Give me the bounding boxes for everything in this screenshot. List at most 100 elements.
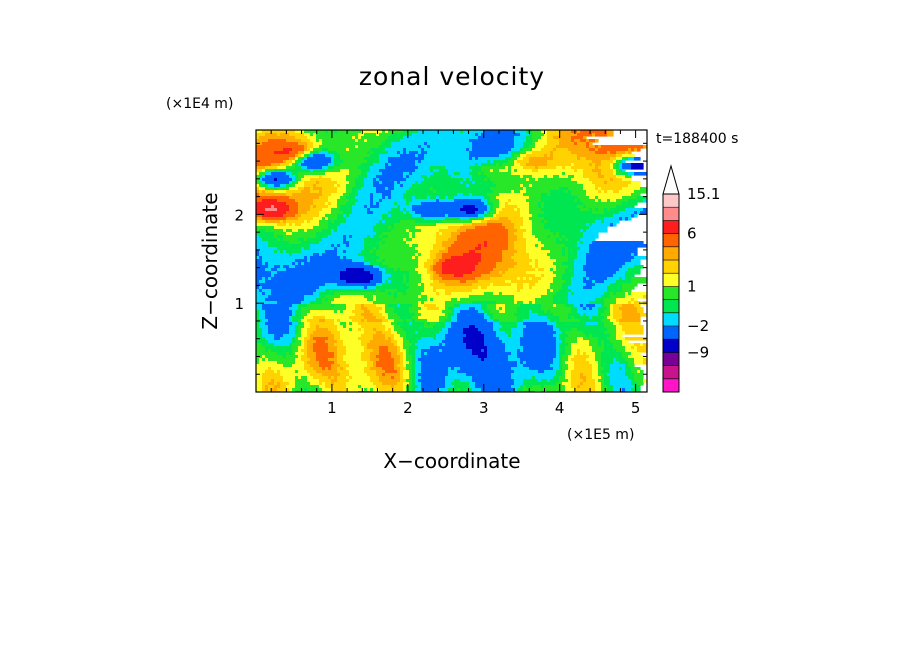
contour-cell — [316, 358, 329, 362]
contour-cell — [331, 160, 335, 164]
contour-cell — [514, 154, 521, 158]
contour-cell — [571, 283, 587, 287]
contour-cell — [595, 133, 608, 137]
contour-cell — [334, 355, 338, 359]
contour-cell — [574, 304, 581, 308]
contour-cell — [589, 301, 605, 305]
contour-cell — [355, 313, 362, 317]
contour-cell — [415, 181, 419, 185]
contour-cell — [577, 169, 584, 173]
contour-cell — [544, 226, 590, 230]
contour-cell — [256, 175, 260, 179]
contour-cell — [334, 154, 341, 158]
contour-cell — [364, 310, 371, 314]
contour-cell — [316, 370, 338, 374]
colorbar-tick-label: 6 — [687, 225, 697, 243]
contour-cell — [463, 331, 482, 335]
contour-cell — [547, 163, 572, 167]
contour-cell — [613, 385, 635, 389]
contour-cell — [424, 217, 446, 221]
contour-cell — [316, 136, 353, 140]
contour-cell — [424, 352, 428, 356]
contour-cell — [256, 370, 266, 374]
contour-cell — [415, 163, 476, 167]
contour-cell — [580, 373, 584, 377]
contour-cell — [610, 292, 614, 296]
contour-cell — [511, 352, 518, 356]
contour-cell — [493, 181, 578, 185]
contour-cell — [589, 244, 647, 248]
contour-cell — [553, 325, 557, 329]
contour-cell — [502, 253, 515, 257]
contour-cell — [454, 241, 485, 245]
contour-cell — [421, 355, 479, 359]
contour-cell — [457, 298, 461, 302]
contour-cell — [304, 256, 308, 260]
contour-cell — [367, 172, 383, 176]
contour-cell — [559, 364, 563, 368]
contour-cell — [382, 280, 386, 284]
contour-cell — [535, 166, 539, 170]
contour-cell — [448, 331, 464, 335]
contour-cell — [274, 151, 290, 155]
contour-cell — [343, 241, 350, 245]
contour-cell — [535, 301, 554, 305]
contour-cell — [400, 355, 404, 359]
contour-cell — [421, 301, 425, 305]
contour-cell — [502, 292, 548, 296]
contour-cell — [625, 262, 641, 266]
contour-cell — [259, 250, 275, 254]
contour-cell — [358, 145, 380, 149]
contour-cell — [337, 328, 350, 332]
contour-cell — [496, 304, 506, 308]
contour-cell — [577, 310, 599, 314]
contour-cell — [430, 322, 437, 326]
contour-cell — [553, 328, 560, 332]
contour-cell — [619, 268, 629, 272]
contour-cell — [349, 169, 362, 173]
contour-cell — [388, 280, 392, 284]
contour-cell — [571, 151, 596, 155]
contour-cell — [268, 265, 275, 269]
colorbar-segment — [663, 273, 679, 287]
contour-cell — [403, 292, 407, 296]
contour-cell — [283, 265, 290, 269]
contour-cell — [538, 262, 554, 266]
contour-cell — [394, 361, 401, 365]
contour-cell — [436, 190, 494, 194]
contour-cell — [313, 202, 326, 206]
contour-cell — [352, 208, 368, 212]
contour-cell — [610, 163, 614, 167]
contour-cell — [625, 388, 632, 392]
contour-cell — [529, 211, 545, 215]
contour-cell — [640, 343, 644, 347]
contour-cell — [475, 382, 515, 386]
contour-cell — [451, 235, 458, 239]
contour-cell — [547, 253, 563, 257]
contour-cell — [403, 376, 410, 380]
contour-cell — [364, 244, 380, 248]
contour-cell — [442, 328, 449, 332]
contour-cell — [376, 202, 380, 206]
contour-cell — [424, 262, 434, 266]
contour-cell — [313, 337, 329, 341]
contour-cell — [568, 367, 575, 371]
contour-cell — [553, 268, 557, 272]
contour-cell — [256, 247, 278, 251]
contour-cell — [631, 253, 635, 257]
contour-cell — [592, 280, 596, 284]
contour-cell — [325, 250, 338, 254]
contour-cell — [256, 322, 260, 326]
contour-cell — [385, 241, 407, 245]
contour-cell — [325, 298, 329, 302]
contour-cell — [604, 343, 614, 347]
contour-cell — [592, 373, 599, 377]
contour-cell — [469, 139, 515, 143]
contour-cell — [388, 346, 398, 350]
contour-cell — [256, 250, 260, 254]
contour-cell — [403, 172, 410, 176]
contour-cell — [517, 250, 527, 254]
contour-cell — [346, 175, 359, 179]
contour-cell — [454, 172, 461, 176]
contour-cell — [622, 340, 629, 344]
